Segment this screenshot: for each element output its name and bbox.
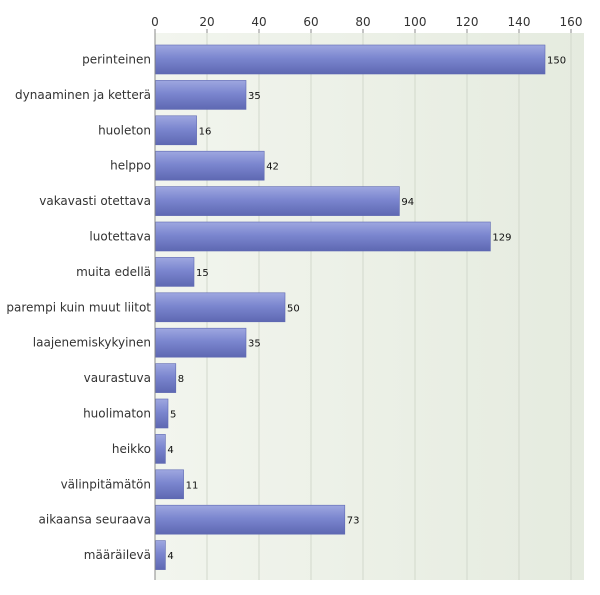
x-tick-label: 40 <box>251 15 266 29</box>
bar <box>155 150 265 181</box>
bar <box>155 257 195 287</box>
category-label: vaurastuva <box>84 371 151 385</box>
x-tick-label: 60 <box>303 15 318 29</box>
category-label: luotettava <box>89 230 151 244</box>
bar <box>155 398 169 429</box>
data-label: 35 <box>248 339 261 350</box>
data-label: 15 <box>196 268 209 279</box>
data-label: 73 <box>347 516 360 527</box>
bar <box>155 292 286 323</box>
data-label: 35 <box>248 91 261 102</box>
bar <box>155 221 491 252</box>
category-label: määräilevä <box>84 548 151 562</box>
x-tick-label: 20 <box>199 15 214 29</box>
category-label: huoleton <box>98 123 151 137</box>
data-label: 11 <box>186 480 199 491</box>
data-label: 8 <box>178 374 184 385</box>
data-label: 42 <box>266 162 279 173</box>
x-tick-label: 140 <box>508 15 531 29</box>
x-tick-label: 160 <box>560 15 583 29</box>
x-tick-label: 120 <box>456 15 479 29</box>
bar <box>155 363 177 393</box>
data-label: 4 <box>167 445 173 456</box>
data-label: 94 <box>401 197 414 208</box>
bar <box>155 115 197 146</box>
category-label: helppo <box>110 159 151 173</box>
bar <box>155 44 546 75</box>
category-label: muita edellä <box>76 265 151 279</box>
x-tick-label: 0 <box>151 15 159 29</box>
bar <box>155 327 247 358</box>
bar <box>155 80 247 110</box>
category-label: dynaaminen ja ketterä <box>15 88 151 102</box>
category-label: huolimaton <box>83 407 151 421</box>
category-label: laajenemiskykyinen <box>33 336 151 350</box>
bar <box>155 469 184 500</box>
x-axis-ticks: 0 20 40 60 80 100 120 140 160 <box>151 15 582 33</box>
data-label: 150 <box>547 56 566 67</box>
bar <box>155 186 400 216</box>
data-label: 5 <box>170 410 176 421</box>
category-label: välinpitämätön <box>61 477 151 491</box>
category-label: aikaansa seuraava <box>39 513 152 527</box>
category-label: heikko <box>112 442 151 456</box>
data-labels: 150 35 16 42 94 129 15 50 35 8 5 4 11 73 4 <box>167 56 566 563</box>
data-label: 16 <box>199 126 212 137</box>
x-tick-label: 80 <box>355 15 370 29</box>
bar <box>155 434 166 464</box>
category-labels: perinteinen dynaaminen ja ketterä huoleton… <box>6 53 151 563</box>
bar <box>155 540 166 570</box>
data-label: 50 <box>287 303 300 314</box>
category-label: parempi kuin muut liitot <box>6 300 151 314</box>
category-label: perinteinen <box>82 53 151 67</box>
bars <box>155 44 546 570</box>
data-label: 4 <box>167 551 173 562</box>
bar <box>155 504 346 535</box>
data-label: 129 <box>492 233 511 244</box>
category-label: vakavasti otettava <box>39 194 151 208</box>
x-tick-label: 100 <box>404 15 427 29</box>
